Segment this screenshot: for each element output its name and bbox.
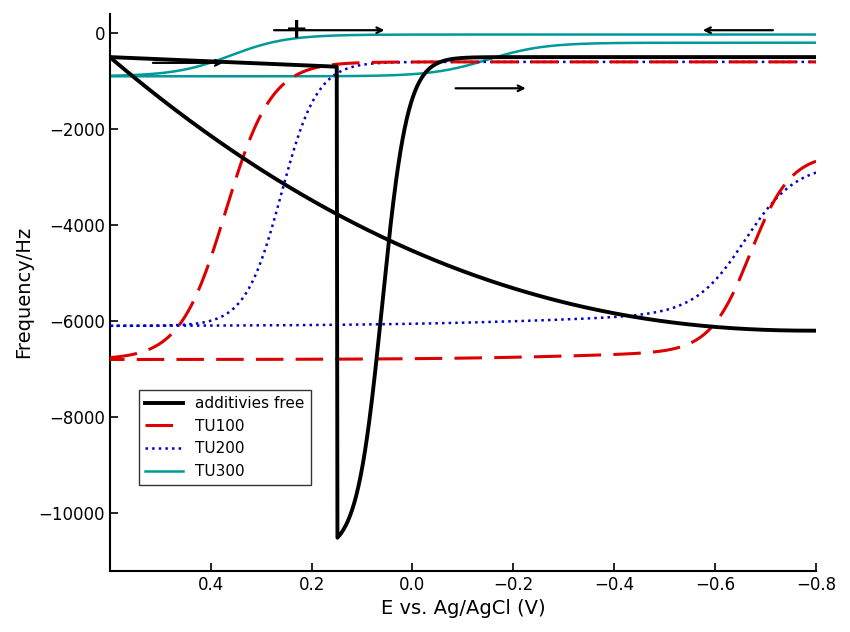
Y-axis label: Frequency/Hz: Frequency/Hz: [14, 226, 33, 358]
X-axis label: E vs. Ag/AgCl (V): E vs. Ag/AgCl (V): [381, 599, 545, 618]
Legend: additivies free, TU100, TU200, TU300: additivies free, TU100, TU200, TU300: [139, 390, 310, 485]
Text: +: +: [285, 16, 309, 44]
